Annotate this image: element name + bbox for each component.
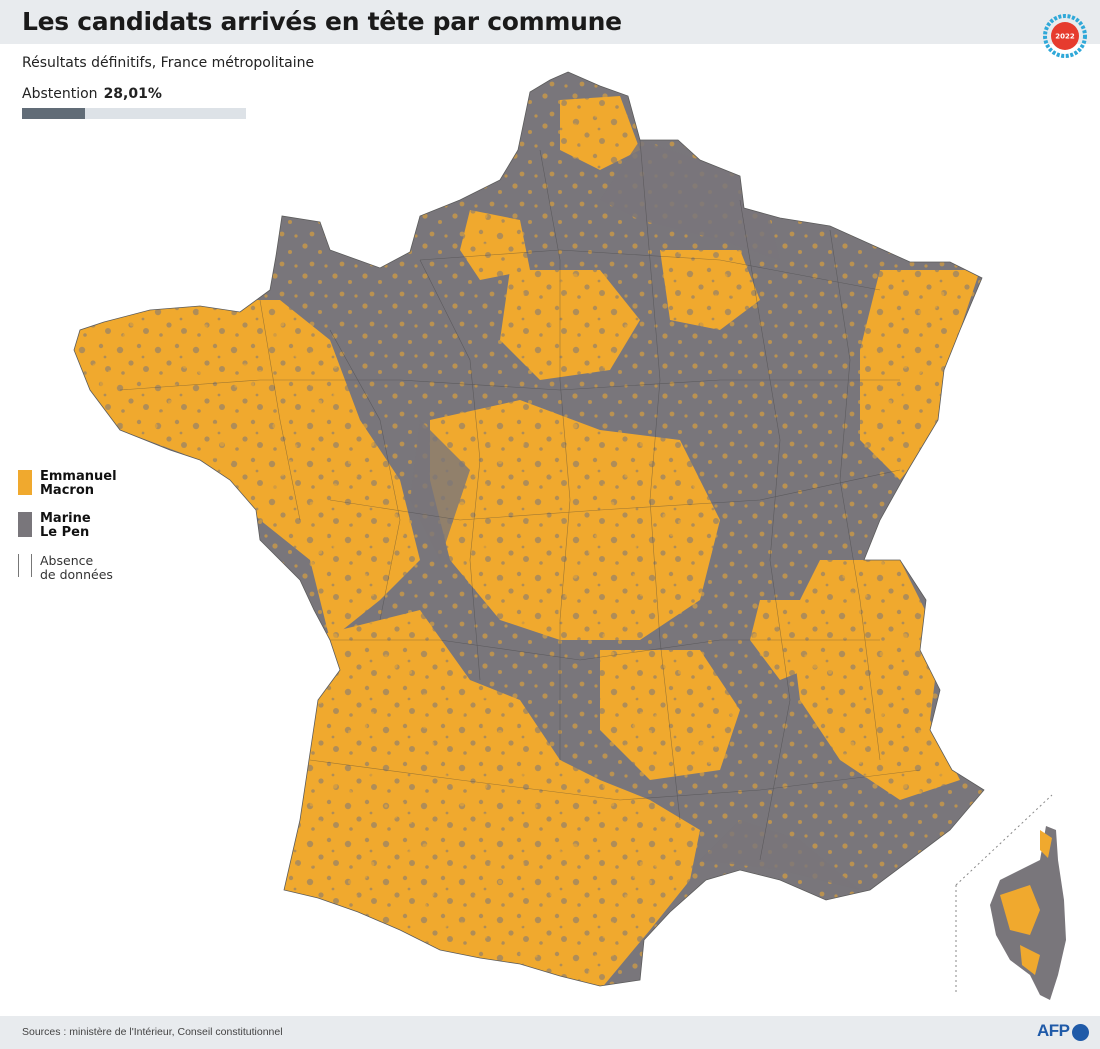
legend-swatch-macron	[18, 470, 32, 495]
sources-text: Sources : ministère de l'Intérieur, Cons…	[22, 1026, 283, 1038]
afp-logo: AFP	[1037, 1021, 1070, 1040]
abstention-bar	[22, 108, 246, 119]
abstention-bar-fill	[22, 108, 85, 119]
map-title: Les candidats arrivés en tête par commun…	[22, 7, 622, 36]
abstention-value: 28,01%	[103, 86, 162, 102]
badge-year: 2022	[1055, 33, 1075, 41]
footer-band: Sources : ministère de l'Intérieur, Cons…	[0, 1016, 1100, 1049]
legend-swatch-le-pen	[18, 512, 32, 537]
abstention-label: Abstention	[22, 86, 98, 102]
legend-swatch-no-data	[18, 554, 32, 577]
abstention-row: Abstention 28,01%	[22, 86, 162, 102]
subtitle: Résultats définitifs, France métropolita…	[22, 55, 315, 71]
election-2022-badge-icon: 2022	[1043, 14, 1087, 58]
header-band: Les candidats arrivés en tête par commun…	[0, 0, 1100, 58]
legend-label-no-data: Absence de données	[40, 553, 113, 582]
corsica-island	[990, 826, 1066, 1000]
afp-logo-dot-icon	[1072, 1024, 1089, 1041]
legend-label-le-pen: Marine Le Pen	[40, 511, 91, 540]
legend-label-macron: Emmanuel Macron	[40, 469, 117, 498]
